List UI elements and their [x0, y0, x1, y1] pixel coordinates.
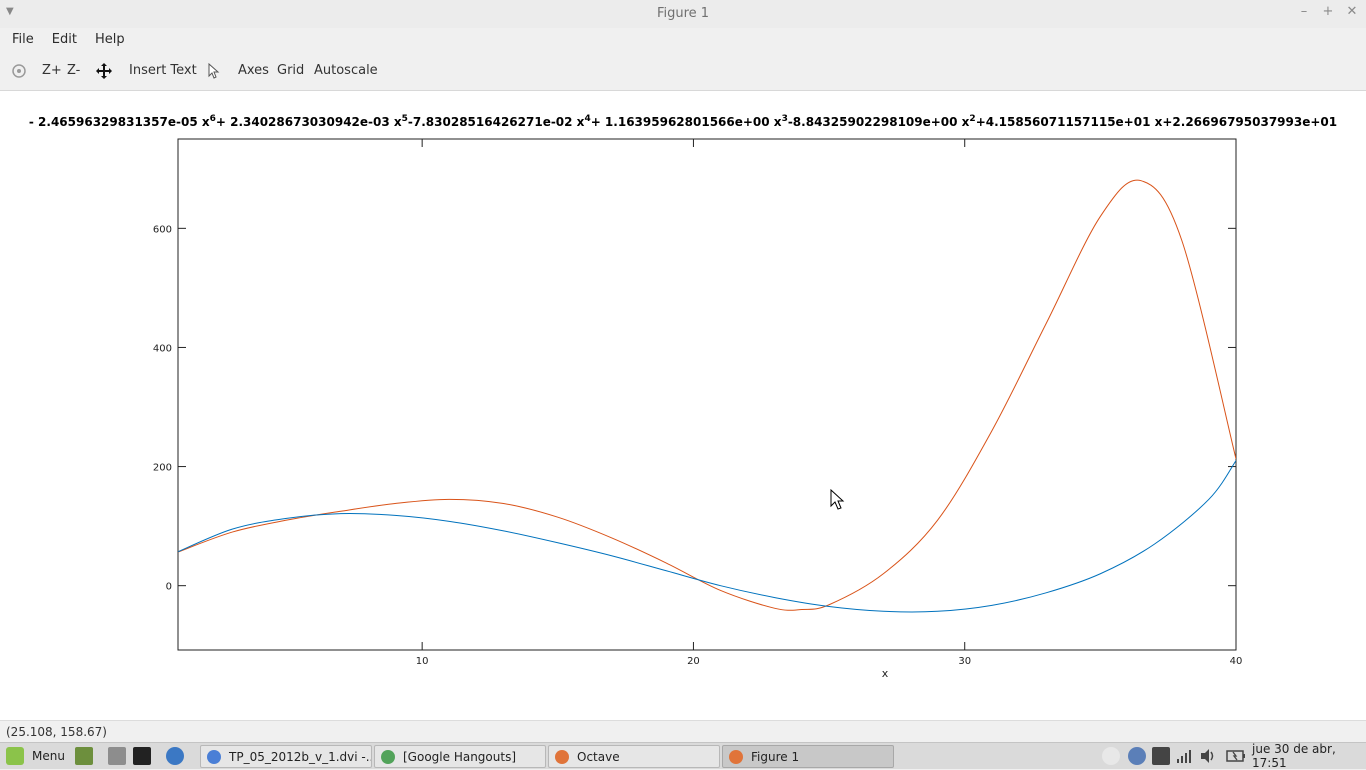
menu-help[interactable]: Help [94, 31, 125, 47]
mouse-cursor-icon [830, 489, 845, 510]
display-icon[interactable] [1152, 747, 1170, 765]
terminal-icon[interactable] [133, 747, 151, 765]
y-tick-label: 600 [153, 224, 172, 235]
y-tick-label: 200 [153, 463, 172, 474]
taskbar-window-label: Octave [577, 749, 620, 764]
select-pointer-icon[interactable] [205, 62, 223, 80]
status-bar: (25.108, 158.67) [0, 720, 1366, 743]
minimize-button[interactable]: – [1300, 4, 1308, 19]
x-axis-label: x [882, 667, 889, 680]
cursor-coordinates: (25.108, 158.67) [6, 725, 107, 739]
taskbar-window-dvi[interactable]: TP_05_2012b_v_1.dvi -... [200, 745, 372, 768]
series-line-1 [178, 179, 1236, 611]
taskbar-window-octave[interactable]: Octave [548, 745, 720, 768]
hangouts-icon [381, 749, 395, 764]
window-title: Figure 1 [656, 6, 710, 21]
autoscale-button[interactable]: Autoscale [314, 63, 378, 78]
title-term: + 1.16395962801566e+00 x3 [590, 114, 788, 129]
y-tick-label: 400 [153, 343, 172, 354]
menu-edit[interactable]: Edit [51, 31, 77, 47]
taskbar-window-label: Figure 1 [751, 749, 800, 764]
clock[interactable]: jue 30 de abr, 17:51 [1252, 742, 1336, 770]
title-term: - 2.46596329831357e-05 x6 [28, 114, 216, 129]
taskbar-window-hangouts[interactable]: [Google Hangouts] [374, 745, 546, 768]
mint-logo-icon [6, 747, 24, 765]
volume-icon[interactable] [1200, 748, 1218, 764]
axes-box [177, 138, 1237, 651]
taskbar-window-label: [Google Hangouts] [403, 749, 516, 764]
document-viewer-icon [207, 749, 221, 764]
menu-bar: File Edit Help [0, 28, 1366, 50]
plot-title: - 2.46596329831357e-05 x6+ 2.34028673030… [0, 114, 1366, 129]
start-menu-button[interactable]: Menu [6, 746, 65, 766]
taskbar: Menu TP_05_2012b_v_1.dvi -... [Google Ha… [0, 742, 1366, 770]
octave-icon [729, 749, 743, 764]
close-button[interactable]: ✕ [1346, 4, 1358, 19]
pan-icon[interactable] [95, 62, 113, 80]
grid-button[interactable]: Grid [277, 63, 305, 78]
x-tick-label: 10 [416, 656, 429, 667]
skype-icon[interactable] [1102, 747, 1120, 765]
window-controls: – + ✕ [1298, 4, 1358, 19]
battery-icon[interactable] [1226, 749, 1246, 763]
title-bar: ▼ Figure 1 – + ✕ [0, 0, 1366, 29]
window-menu-icon[interactable]: ▼ [6, 6, 14, 17]
toolbar: Z+ Z- Insert Text Axes Grid Autoscale [0, 54, 1366, 91]
taskbar-window-figure[interactable]: Figure 1 [722, 745, 894, 768]
title-term: -7.83028516426271e-02 x4 [407, 114, 591, 129]
title-term: -8.84325902298109e+00 x2 [787, 114, 976, 129]
title-term: + 2.34028673030942e-03 x5 [215, 114, 408, 129]
network-signal-icon[interactable] [1176, 748, 1192, 764]
file-manager-icon[interactable] [108, 747, 126, 765]
octave-icon [555, 749, 569, 764]
zoom-out-button[interactable]: Z- [67, 63, 81, 78]
show-desktop-icon[interactable] [75, 747, 93, 765]
x-tick-label: 30 [958, 656, 971, 667]
x-tick-label: 40 [1230, 656, 1243, 667]
maximize-button[interactable]: + [1322, 4, 1334, 19]
x-tick-label: 20 [687, 656, 700, 667]
figure-canvas[interactable]: - 2.46596329831357e-05 x6+ 2.34028673030… [0, 91, 1366, 720]
title-term: +4.15856071157115e+01 x+2.26696795037993… [975, 115, 1338, 129]
insert-text-button[interactable]: Insert Text [129, 63, 197, 78]
start-menu-label: Menu [32, 749, 65, 763]
axes-button[interactable]: Axes [238, 63, 269, 78]
shield-icon[interactable] [1128, 747, 1146, 765]
zoom-in-button[interactable]: Z+ [42, 63, 62, 78]
menu-file[interactable]: File [12, 31, 34, 47]
series-line-2 [178, 460, 1236, 613]
rotate-icon[interactable] [10, 62, 28, 80]
browser-icon[interactable] [166, 747, 184, 765]
y-tick-label: 0 [166, 582, 172, 593]
taskbar-window-label: TP_05_2012b_v_1.dvi -... [229, 749, 372, 764]
